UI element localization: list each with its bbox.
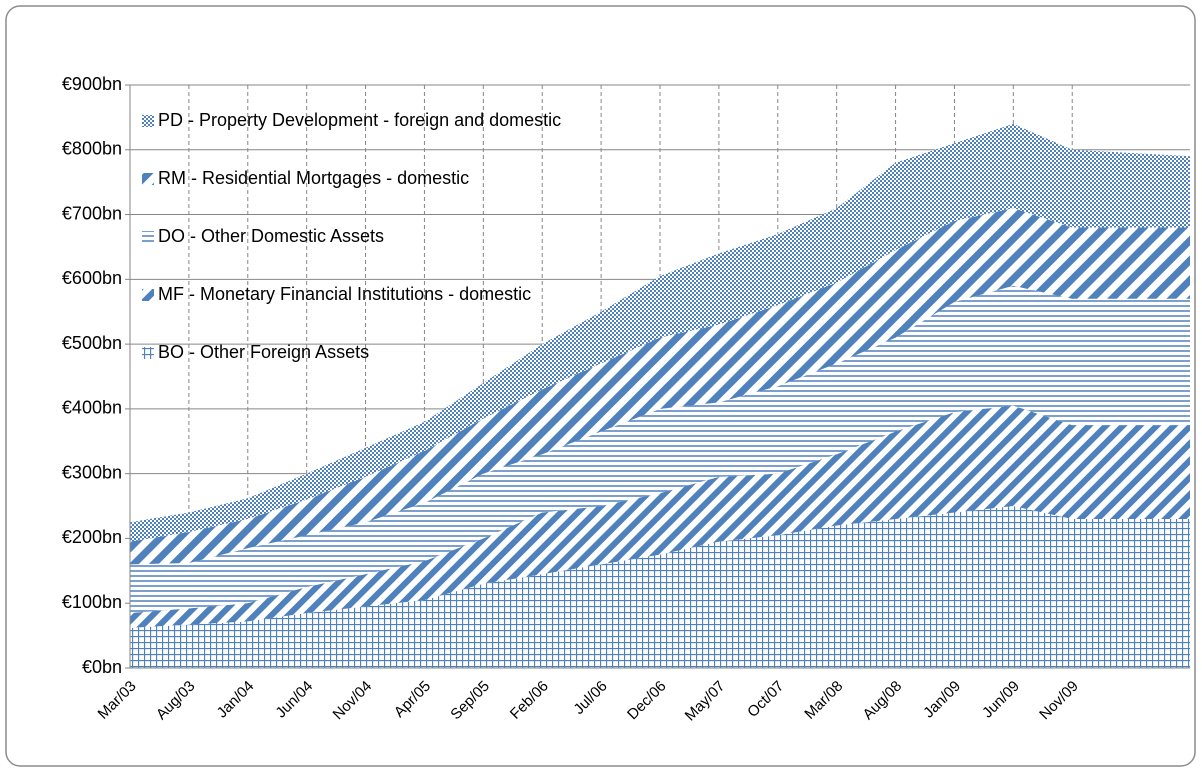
legend-label: RM - Residential Mortgages - domestic: [158, 168, 469, 188]
area: [130, 506, 1190, 668]
legend-swatch: [142, 289, 154, 301]
y-tick-label: €300bn: [62, 462, 122, 482]
y-tick-label: €100bn: [62, 592, 122, 612]
y-tick-label: €500bn: [62, 333, 122, 353]
legend-label: PD - Property Development - foreign and …: [158, 110, 561, 130]
legend-label: MF - Monetary Financial Institutions - d…: [158, 284, 531, 304]
y-tick-label: €200bn: [62, 527, 122, 547]
y-tick-label: €700bn: [62, 203, 122, 223]
legend-swatch: [142, 347, 154, 359]
y-tick-label: €400bn: [62, 398, 122, 418]
legend-swatch: [142, 115, 154, 127]
y-tick-label: €800bn: [62, 139, 122, 159]
area: [130, 285, 1190, 613]
y-tick-label: €0bn: [82, 657, 122, 677]
area: [130, 405, 1190, 628]
legend-label: DO - Other Domestic Assets: [158, 226, 384, 246]
legend-swatch: [142, 231, 154, 243]
legend-label: BO - Other Foreign Assets: [158, 342, 369, 362]
area: [130, 123, 1190, 542]
area: [130, 208, 1190, 565]
y-tick-label: €900bn: [62, 74, 122, 94]
y-tick-label: €600bn: [62, 268, 122, 288]
legend-swatch: [142, 173, 154, 185]
